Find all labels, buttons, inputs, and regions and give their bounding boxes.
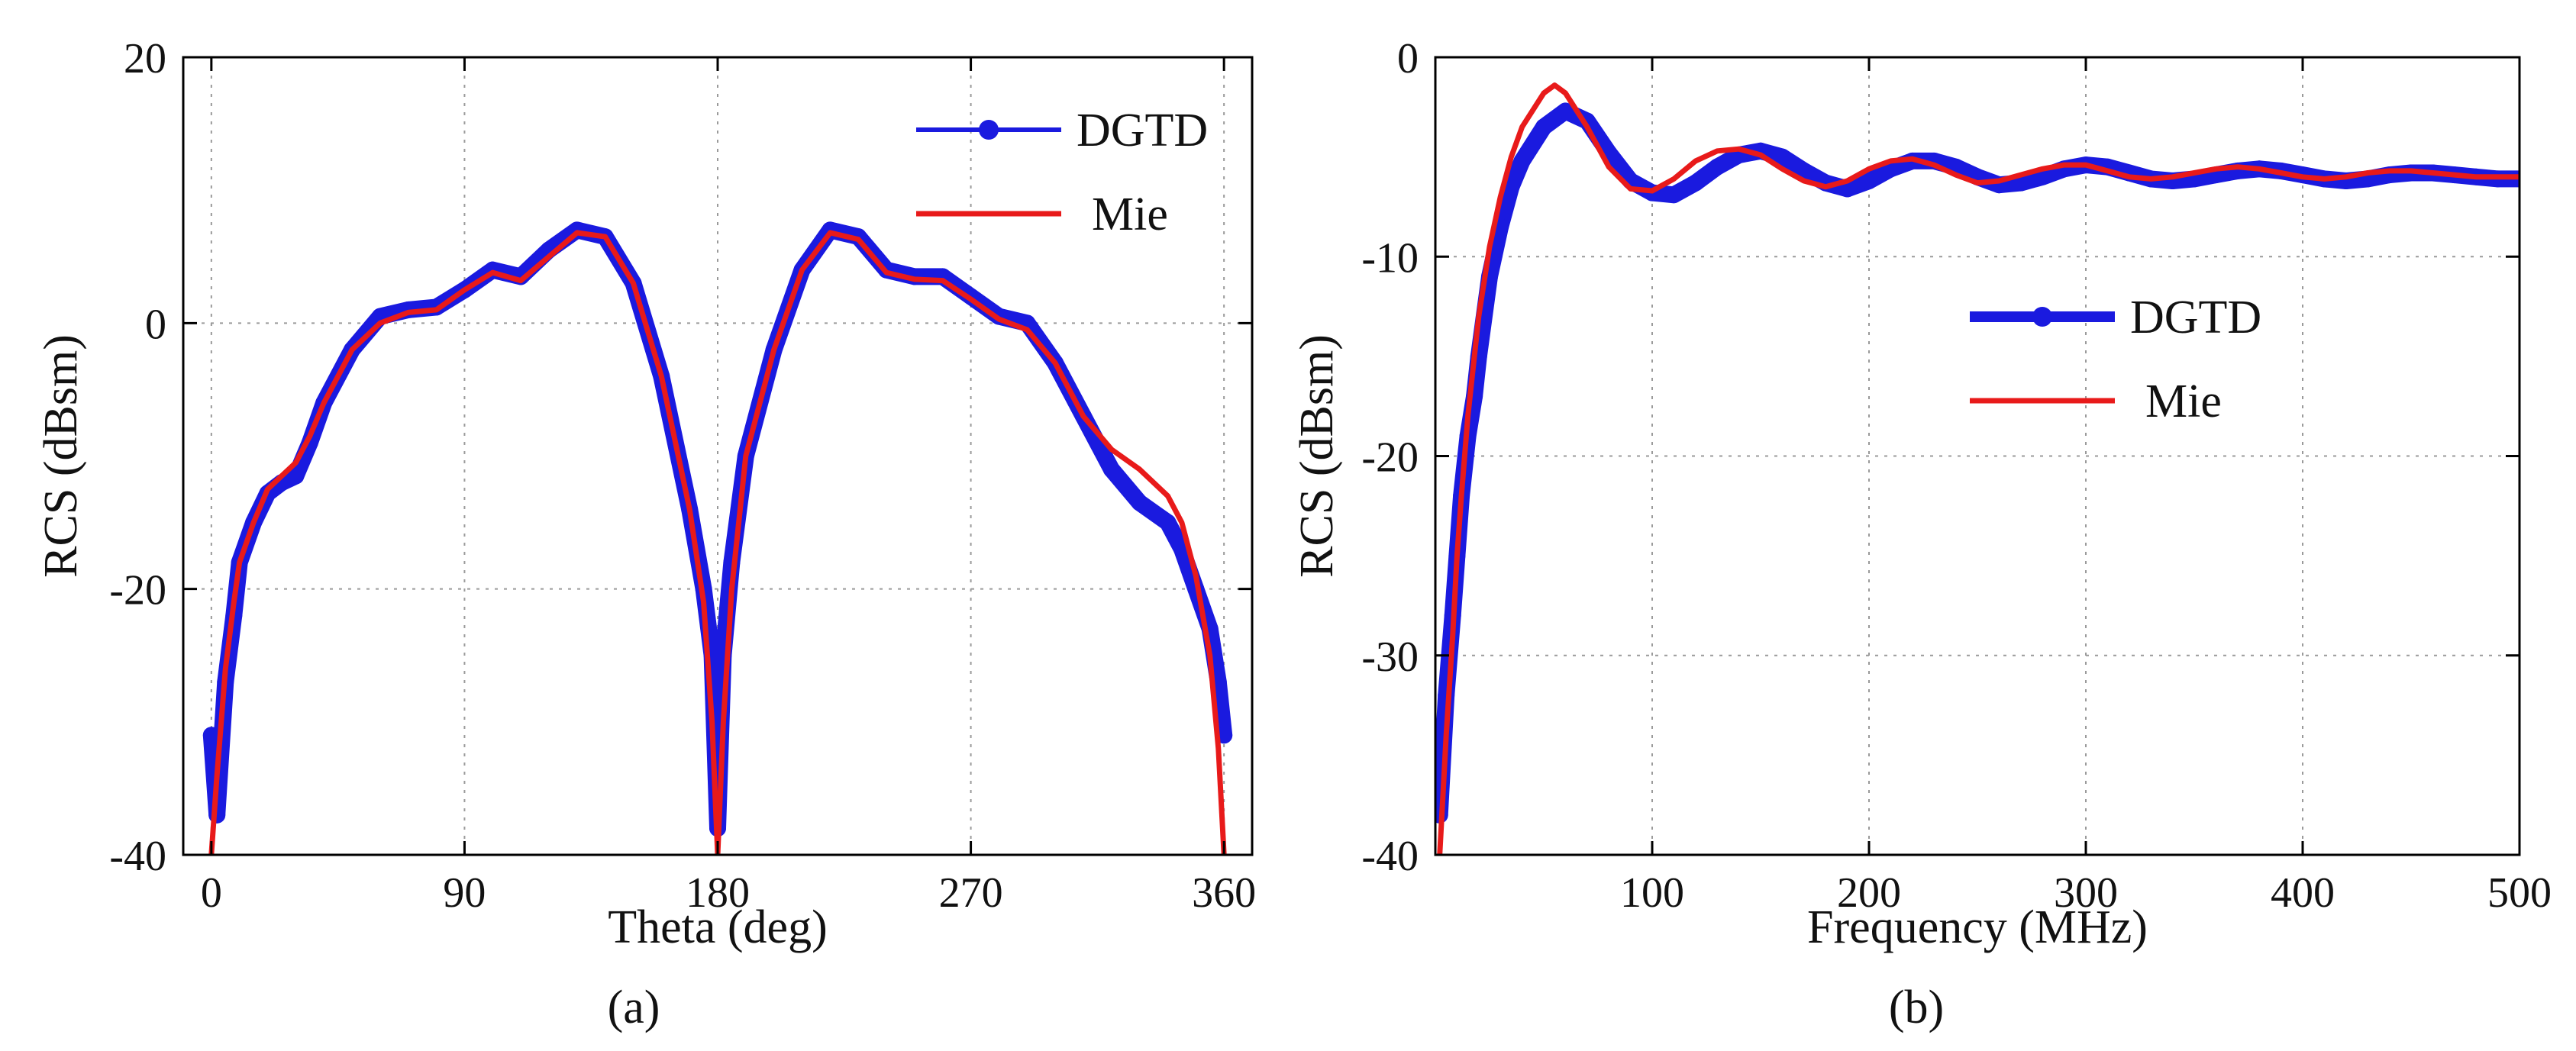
data-point-dgtd (1513, 152, 1531, 169)
x-tick-label: 400 (2271, 869, 2335, 917)
y-tick-label: -10 (1361, 234, 1419, 282)
y-tick-label: 0 (1397, 35, 1419, 82)
legend: DGTD Mie (916, 105, 1208, 240)
x-tick-label: 180 (686, 869, 750, 917)
legend-label: Mie (1092, 189, 1168, 240)
legend-swatch-marker (2032, 307, 2052, 327)
series-line-mie (1437, 82, 2520, 855)
plot-area (1435, 82, 2520, 855)
x-tick-label: 0 (201, 869, 222, 917)
y-tick-label: -40 (109, 833, 166, 880)
y-axis-label: RCS (dBsm) (35, 334, 87, 578)
data-point-dgtd (1535, 118, 1552, 136)
x-tick-label: 90 (443, 869, 486, 917)
data-point-dgtd (1665, 186, 1683, 204)
data-point-dgtd (1795, 162, 1813, 179)
data-point-dgtd (1102, 460, 1120, 478)
data-point-dgtd (1557, 102, 1574, 120)
series-dgtd (1435, 102, 2520, 824)
x-axis-label: Theta (deg) (608, 901, 827, 953)
legend-label: Mie (2145, 376, 2222, 427)
x-tick-label: 200 (1837, 869, 1901, 917)
series-line-dgtd (1435, 102, 2520, 824)
x-tick-label: 270 (939, 869, 1003, 917)
data-point-dgtd (202, 727, 220, 744)
legend-label: DGTD (2130, 292, 2261, 343)
legend-item-dgtd: DGTD (916, 105, 1208, 156)
data-point-dgtd (1503, 178, 1520, 195)
chart-panel-a: 0 90 180 270 360 -40 -20 0 20 Theta (deg) RCS (dBs… (35, 35, 1256, 1033)
data-point-dgtd (1687, 174, 1704, 192)
x-tick-label: 300 (2054, 869, 2118, 917)
legend-swatch-marker (979, 120, 999, 140)
panel-label: (b) (1889, 982, 1944, 1033)
x-tick-label: 100 (1620, 869, 1684, 917)
y-tick-label: 0 (145, 301, 166, 348)
data-point-dgtd (1159, 514, 1177, 531)
legend: DGTD Mie (1970, 292, 2261, 427)
y-tick-label: 20 (124, 35, 166, 82)
y-tick-label: -20 (1361, 434, 1419, 482)
panel-label: (a) (608, 982, 660, 1033)
gridlines (183, 57, 1252, 855)
y-tick-label: -30 (1361, 634, 1419, 681)
gridlines (1435, 57, 2520, 855)
y-tick-label: -20 (109, 567, 166, 614)
x-axis-label: Frequency (MHz) (1807, 901, 2148, 953)
plot-area (202, 221, 1233, 855)
series-line-dgtd (202, 221, 1233, 837)
y-tick-label: -40 (1361, 833, 1419, 880)
legend-label: DGTD (1077, 105, 1208, 156)
chart-panel-b: 100 200 300 400 500 -40 -30 -20 -10 0 Frequency (M… (1291, 35, 2552, 1033)
data-point-dgtd (1861, 172, 1877, 189)
data-point-dgtd (1131, 494, 1148, 511)
legend-item-dgtd: DGTD (1970, 292, 2261, 343)
series-mie (1437, 82, 2520, 855)
data-point-dgtd (1774, 148, 1791, 166)
legend-item-mie: Mie (1970, 376, 2222, 427)
y-axis-label: RCS (dBsm) (1291, 334, 1343, 578)
data-point-dgtd (1709, 158, 1726, 176)
x-tick-label: 360 (1192, 869, 1256, 917)
data-point-dgtd (287, 467, 305, 485)
x-tick-label: 500 (2487, 869, 2552, 917)
legend-item-mie: Mie (916, 189, 1168, 240)
series-mie (208, 230, 1227, 855)
series-line-mie (208, 230, 1227, 855)
